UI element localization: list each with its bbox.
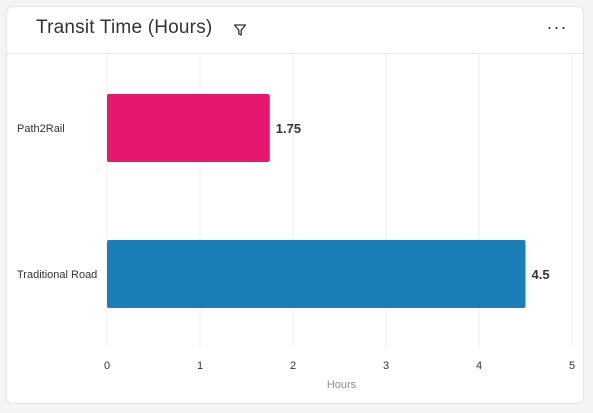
category-label: Traditional Road [17,269,97,281]
x-axis-title: Hours [327,379,357,391]
data-label: 4.5 [532,267,550,282]
x-tick-label: 2 [290,360,296,372]
bar-chart: 0 1 2 3 4 5 Path2Rail 1.75 Traditional Road 4.5 Ho… [17,55,575,391]
x-tick-label: 3 [383,360,389,372]
filter-icon[interactable] [232,22,248,38]
x-tick-label: 0 [104,360,110,372]
bar [107,94,270,162]
chart-card: Transit Time (Hours) ··· 0 1 2 3 4 5 Path2Rail… [6,6,584,404]
x-tick-label: 4 [476,360,482,372]
bar [107,240,526,308]
x-tick-label: 1 [197,360,203,372]
more-options-icon[interactable]: ··· [546,17,568,37]
x-tick-label: 5 [569,360,575,372]
category-label: Path2Rail [17,123,65,135]
chart-title: Transit Time (Hours) [36,17,213,38]
data-label: 1.75 [276,121,301,136]
card-header: Transit Time (Hours) ··· [7,7,583,54]
